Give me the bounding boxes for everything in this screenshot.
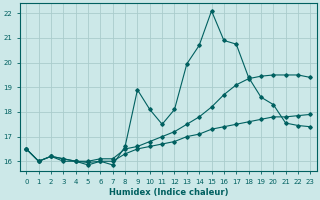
X-axis label: Humidex (Indice chaleur): Humidex (Indice chaleur) xyxy=(108,188,228,197)
